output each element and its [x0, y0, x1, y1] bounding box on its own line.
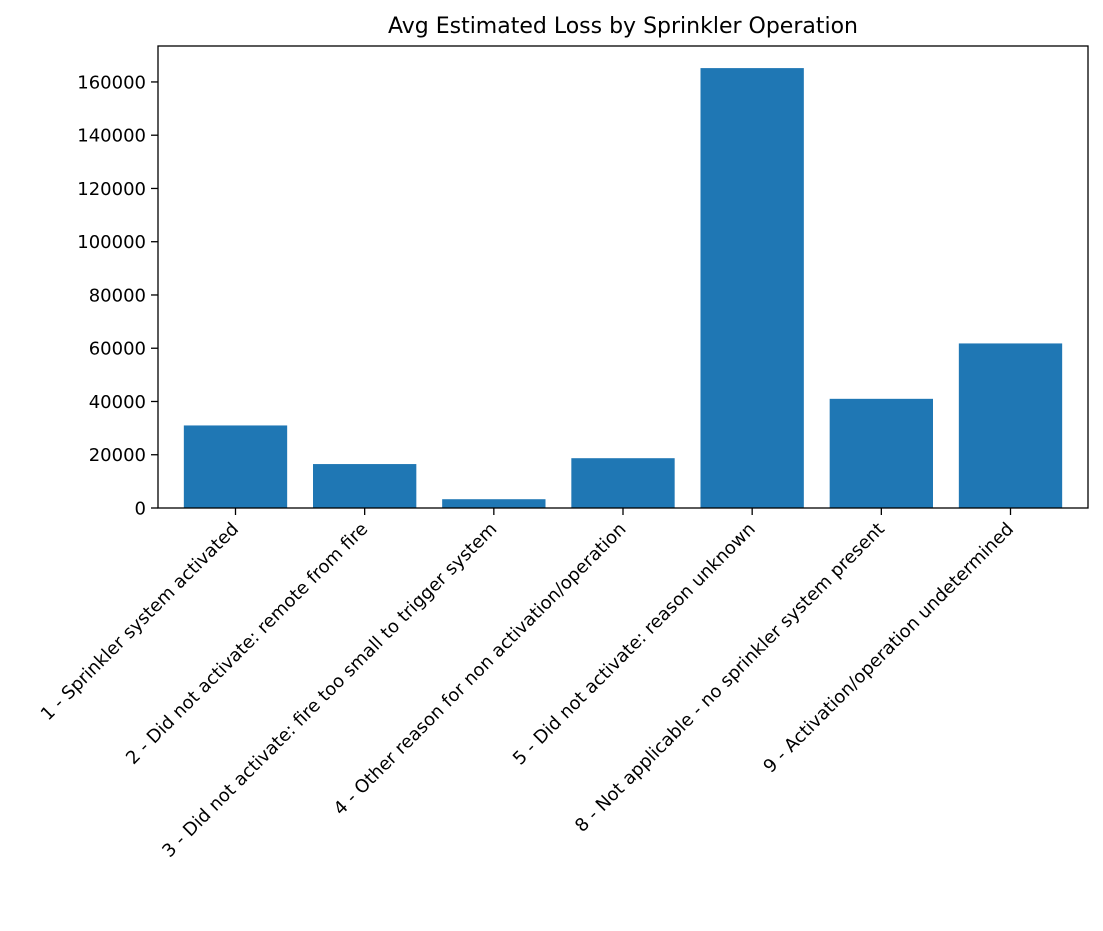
x-tick-label: 1 - Sprinkler system activated [37, 519, 243, 725]
y-tick-label: 140000 [77, 126, 146, 147]
y-axis: 0 20000 40000 60000 80000 100000 120000 140000 1… [77, 72, 158, 520]
y-tick-label: 40000 [89, 392, 146, 413]
bar-7 [958, 343, 1063, 508]
x-tick-label: 8 - Not applicable - no sprinkler system… [571, 519, 889, 837]
y-tick-label: 20000 [89, 445, 146, 466]
x-tick-label: 9 - Activation/operation undetermined [759, 519, 1018, 778]
y-tick-label: 0 [135, 499, 146, 520]
bar-2 [313, 464, 417, 508]
chart-title: Avg Estimated Loss by Sprinkler Operatio… [388, 14, 858, 39]
bar-5 [700, 68, 804, 508]
bars-group [183, 68, 1063, 508]
bar-1 [183, 425, 288, 508]
y-tick-label: 100000 [77, 232, 146, 253]
y-tick-label: 160000 [77, 72, 146, 93]
plot-frame [157, 45, 1089, 509]
bar-6 [829, 398, 933, 508]
bar-4 [571, 458, 675, 508]
x-tick-label: 4 - Other reason for non activation/oper… [330, 519, 631, 820]
x-tick-label: 5 - Did not activate: reason unknown [509, 519, 760, 770]
y-tick-label: 120000 [77, 179, 146, 200]
y-tick-label: 80000 [89, 285, 146, 306]
bar-3 [442, 499, 546, 508]
x-tick-label: 2 - Did not activate: remote from fire [122, 519, 372, 769]
y-tick-label: 60000 [89, 339, 146, 360]
